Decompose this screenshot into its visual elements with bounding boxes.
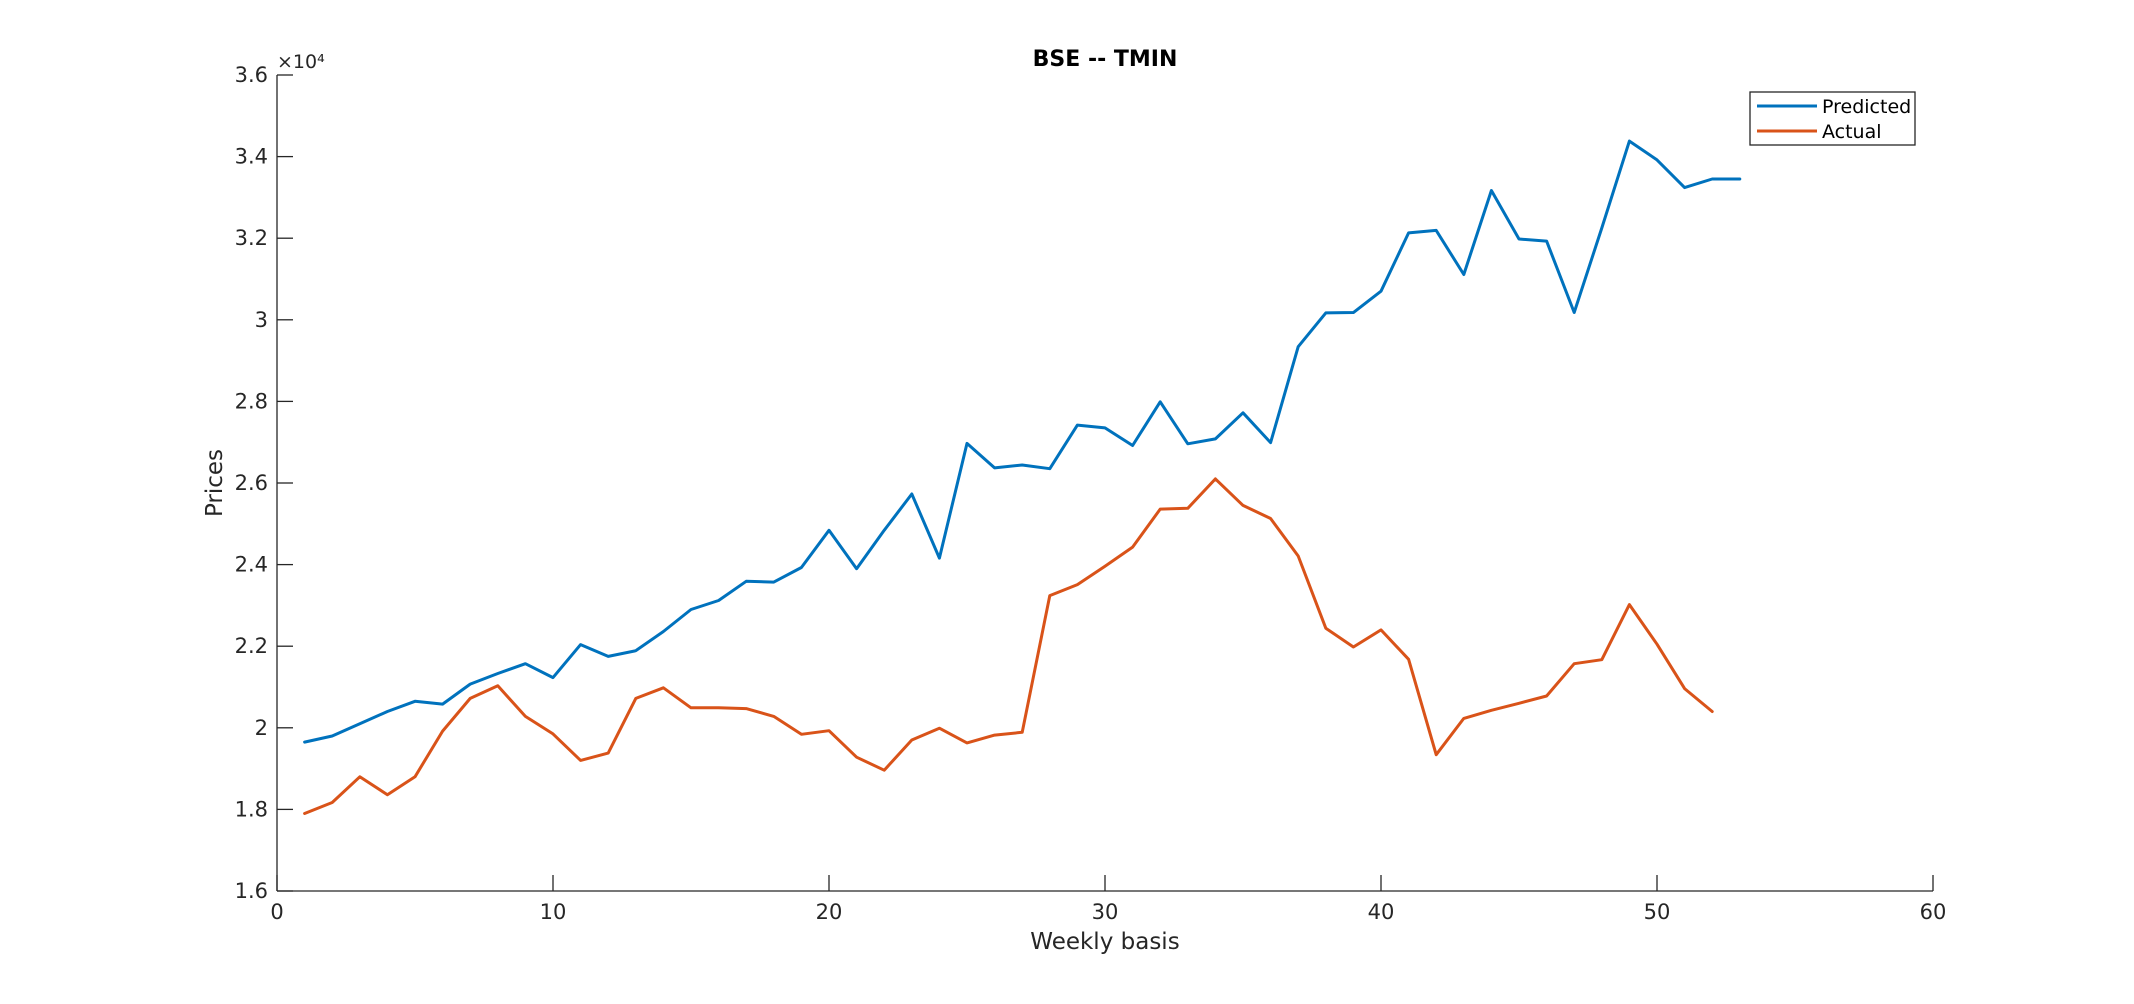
series-group [303,139,1742,815]
x-tick-label: 0 [270,900,283,924]
y-tick-label: 1.8 [235,797,268,821]
x-tick-label: 60 [1920,900,1947,924]
y-axis-multiplier: ×10⁴ [277,51,325,73]
x-tick-label: 40 [1368,900,1395,924]
x-tick-label: 20 [816,900,843,924]
y-tick-label: 2.6 [235,471,268,495]
y-tick-label: 3.6 [235,63,268,87]
y-tick-label: 2.8 [235,389,268,413]
y-tick-label: 2.4 [235,553,268,577]
legend: Predicted Actual [1749,91,1916,146]
x-tick-label: 50 [1644,900,1671,924]
x-tick-label: 30 [1092,900,1119,924]
legend-box [1749,91,1916,146]
y-tick-label: 1.6 [235,879,268,903]
legend-label-predicted: Predicted [1822,96,1911,118]
y-axis-ticks: 1.6 1.8 2 2.2 2.4 2.6 2.8 3 3.2 3.4 3.6 [235,63,293,903]
y-tick-label: 2.2 [235,634,268,658]
x-tick-label: 10 [540,900,567,924]
y-tick-label: 2 [255,716,268,740]
y-tick-label: 3 [255,308,268,332]
x-axis-ticks: 0 10 20 30 40 50 60 [270,875,1946,924]
x-axis-title: Weekly basis [1030,929,1179,955]
y-axis-title: Prices [202,449,228,517]
y-tick-label: 3.2 [235,226,268,250]
y-tick-label: 3.4 [235,145,268,169]
series-line-actual [303,477,1714,815]
chart-title: BSE -- TMIN [1033,47,1178,72]
series-line-predicted [303,139,1742,744]
legend-label-actual: Actual [1822,121,1882,143]
